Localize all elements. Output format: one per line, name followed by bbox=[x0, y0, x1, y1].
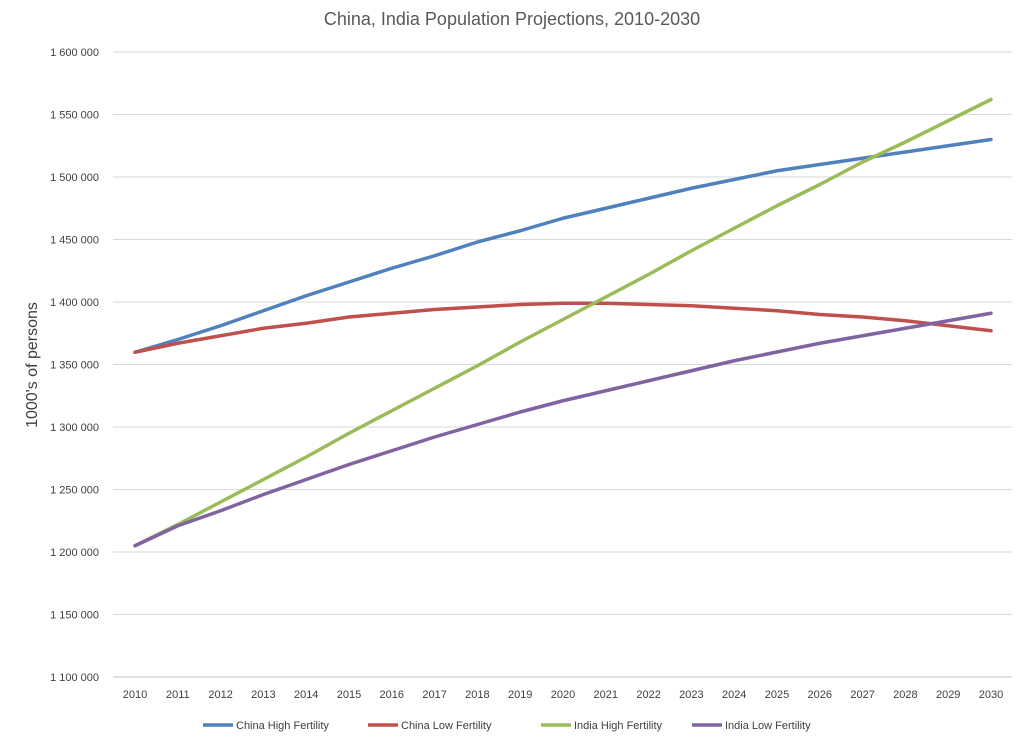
series-lines bbox=[133, 97, 993, 548]
series-line-3 bbox=[133, 97, 993, 548]
legend: China High Fertility China Low Fertility I… bbox=[203, 720, 811, 732]
x-tick-label: 2024 bbox=[722, 689, 746, 701]
series-line-4 bbox=[133, 311, 993, 548]
legend-label: India Low Fertility bbox=[725, 720, 811, 732]
series-line-1 bbox=[133, 137, 993, 354]
x-tick-label: 2011 bbox=[166, 689, 190, 701]
x-tick-label: 2012 bbox=[208, 689, 232, 701]
series-line-2 bbox=[133, 301, 993, 354]
y-tick-label: 1 250 000 bbox=[50, 485, 99, 497]
y-axis-label: 1000's of persons bbox=[24, 302, 41, 428]
y-tick-label: 1 450 000 bbox=[50, 235, 99, 247]
x-tick-label: 2025 bbox=[765, 689, 789, 701]
y-tick-label: 1 200 000 bbox=[50, 547, 99, 559]
y-tick-label: 1 150 000 bbox=[50, 610, 99, 622]
y-tick-label: 1 550 000 bbox=[50, 110, 99, 122]
x-tick-label: 2021 bbox=[594, 689, 618, 701]
y-tick-label: 1 500 000 bbox=[50, 172, 99, 184]
y-axis-ticks: 1 100 000 1 150 000 1 200 000 1 250 000 1 30… bbox=[50, 47, 99, 684]
x-tick-label: 2030 bbox=[979, 689, 1003, 701]
x-tick-label: 2018 bbox=[465, 689, 489, 701]
x-tick-label: 2010 bbox=[123, 689, 147, 701]
chart-title: China, India Population Projections, 201… bbox=[324, 9, 700, 29]
x-tick-label: 2014 bbox=[294, 689, 318, 701]
x-axis-ticks: 2010 2011 2012 2013 2014 2015 2016 2017 2018 2019… bbox=[123, 689, 1003, 701]
legend-label: India High Fertility bbox=[574, 720, 663, 732]
x-tick-label: 2017 bbox=[422, 689, 446, 701]
y-tick-label: 1 400 000 bbox=[50, 297, 99, 309]
x-tick-label: 2013 bbox=[251, 689, 275, 701]
legend-label: China High Fertility bbox=[236, 720, 329, 732]
gridlines bbox=[113, 51, 1012, 678]
x-tick-label: 2022 bbox=[636, 689, 660, 701]
x-tick-label: 2026 bbox=[808, 689, 832, 701]
x-tick-label: 2023 bbox=[679, 689, 703, 701]
x-tick-label: 2020 bbox=[551, 689, 575, 701]
x-tick-label: 2015 bbox=[337, 689, 361, 701]
x-tick-label: 2016 bbox=[380, 689, 404, 701]
legend-label: China Low Fertility bbox=[401, 720, 492, 732]
x-tick-label: 2029 bbox=[936, 689, 960, 701]
y-tick-label: 1 600 000 bbox=[50, 47, 99, 59]
y-tick-label: 1 350 000 bbox=[50, 360, 99, 372]
x-tick-label: 2027 bbox=[850, 689, 874, 701]
y-tick-label: 1 100 000 bbox=[50, 672, 99, 684]
x-tick-label: 2019 bbox=[508, 689, 532, 701]
x-tick-label: 2028 bbox=[893, 689, 917, 701]
y-tick-label: 1 300 000 bbox=[50, 422, 99, 434]
